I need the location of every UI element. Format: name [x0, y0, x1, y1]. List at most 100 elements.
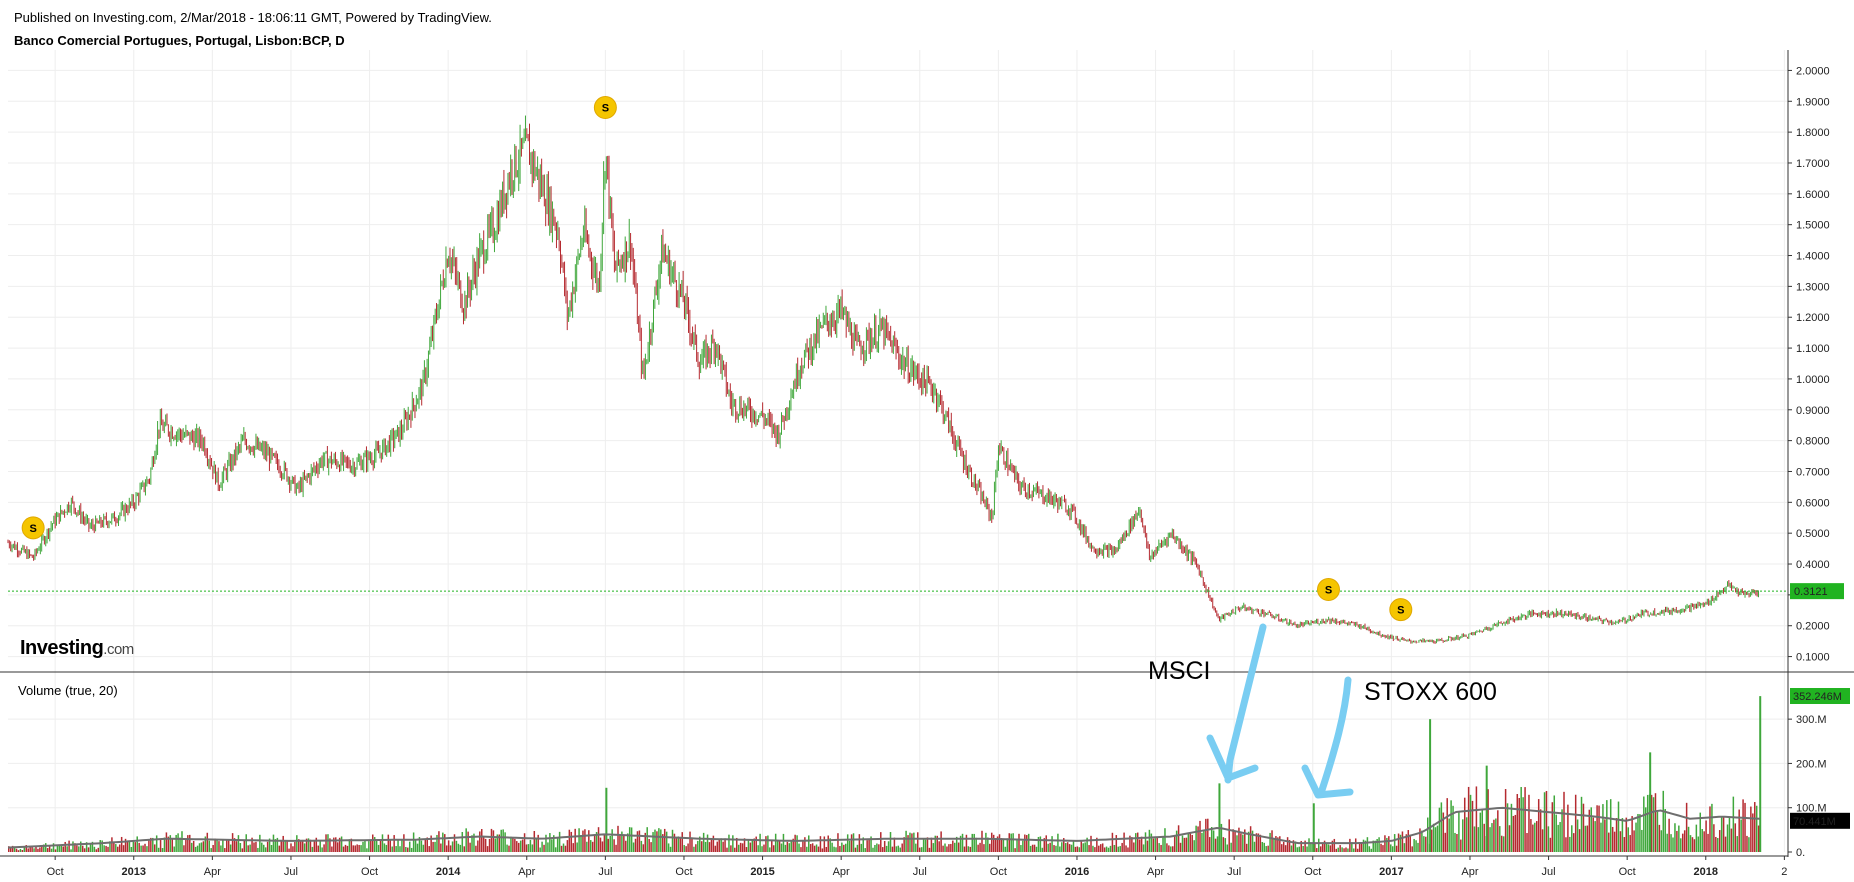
volume-bar	[220, 845, 222, 852]
volume-bar	[913, 832, 915, 852]
volume-bar	[1230, 842, 1232, 852]
volume-bar	[1728, 817, 1731, 852]
volume-bar	[153, 844, 156, 852]
volume-bar	[809, 844, 812, 852]
volume-bar	[484, 838, 487, 852]
volume-bar	[1730, 828, 1733, 852]
volume-indicator-label[interactable]: Volume (true, 20)	[18, 683, 118, 698]
volume-bar	[403, 834, 405, 852]
volume-bar	[500, 829, 502, 852]
volume-bar	[25, 845, 28, 852]
volume-bar	[48, 845, 51, 852]
volume-bar	[562, 843, 565, 852]
volume-bar	[11, 845, 14, 852]
volume-bar	[1707, 833, 1709, 852]
volume-bar	[212, 844, 214, 852]
volume-bar	[1024, 834, 1026, 852]
volume-bar	[1006, 838, 1009, 852]
volume-bar	[1275, 836, 1277, 852]
volume-bar	[998, 834, 1001, 852]
volume-bar	[360, 845, 362, 852]
volume-bar	[1388, 836, 1390, 852]
volume-bar	[1465, 817, 1468, 852]
volume-bar	[1613, 831, 1616, 852]
volume-bar	[1736, 836, 1738, 852]
volume-bar	[494, 838, 497, 852]
volume-bar	[1528, 794, 1530, 852]
volume-bar	[331, 846, 333, 852]
volume-bar	[1436, 825, 1439, 852]
volume-tick-label: 200.M	[1796, 758, 1827, 770]
volume-bar	[68, 840, 70, 852]
volume-bar	[366, 848, 368, 852]
volume-bar	[1026, 835, 1028, 852]
volume-bar	[1008, 833, 1010, 852]
volume-bar	[1166, 843, 1168, 852]
volume-bar	[819, 836, 822, 852]
volume-bar	[185, 838, 187, 852]
volume-bar	[1103, 847, 1106, 852]
volume-bar	[771, 840, 773, 852]
volume-bar	[1563, 791, 1565, 852]
volume-bar	[535, 838, 538, 852]
volume-bar	[1473, 826, 1476, 852]
volume-bar	[714, 845, 717, 852]
volume-bar	[1366, 837, 1369, 852]
volume-bar	[691, 837, 693, 852]
price-tick-label: 1.8000	[1796, 127, 1830, 139]
volume-bar	[442, 832, 444, 852]
volume-bar	[815, 844, 818, 852]
volume-bar	[1545, 790, 1548, 852]
volume-bar	[1407, 830, 1410, 852]
volume-bar	[549, 833, 551, 852]
investing-logo[interactable]: Investing.com	[20, 637, 134, 659]
volume-bar	[432, 841, 434, 852]
volume-bar	[1738, 809, 1740, 852]
volume-bar	[1245, 843, 1248, 852]
volume-bar	[1086, 837, 1088, 852]
volume-bar	[1631, 816, 1633, 852]
volume-bar	[74, 843, 76, 852]
volume-bar	[292, 846, 294, 852]
volume-bar	[623, 834, 625, 852]
volume-bar	[858, 834, 861, 852]
volume-bar	[582, 830, 584, 852]
volume-bar	[1224, 838, 1227, 852]
volume-bar	[646, 827, 648, 852]
volume-bar	[782, 833, 785, 852]
time-tick-label: Jul	[284, 866, 298, 878]
volume-bar	[677, 836, 680, 852]
volume-bar	[1752, 813, 1754, 852]
volume-bar	[792, 838, 794, 852]
volume-bar	[523, 833, 526, 852]
volume-bar	[1417, 842, 1419, 852]
volume-bar	[996, 836, 999, 852]
volume-bar	[675, 837, 678, 852]
volume-bar	[1693, 839, 1696, 852]
volume-bar	[510, 836, 512, 852]
volume-bar	[161, 848, 164, 852]
volume-bar	[1249, 826, 1252, 852]
volume-bar	[992, 834, 995, 852]
volume-bar	[786, 841, 789, 852]
volume-bar	[1066, 842, 1069, 852]
volume-bar	[319, 840, 321, 852]
volume-bar	[1502, 836, 1505, 852]
volume-bar	[1099, 844, 1102, 852]
volume-bar	[405, 846, 407, 852]
volume-bar	[517, 842, 520, 852]
volume-bar	[1041, 847, 1044, 852]
volume-bar	[924, 839, 927, 852]
volume-bar	[753, 838, 756, 852]
volume-bar	[272, 834, 275, 852]
volume-bar	[253, 842, 255, 852]
volume-bar	[1016, 838, 1018, 852]
price-tick-label: 0.6000	[1796, 497, 1830, 509]
volume-bar	[850, 834, 853, 852]
volume-bar	[599, 837, 602, 852]
volume-bar	[1080, 841, 1083, 852]
volume-bar	[1111, 832, 1114, 852]
volume-bar	[358, 844, 360, 852]
volume-bar	[216, 839, 218, 852]
